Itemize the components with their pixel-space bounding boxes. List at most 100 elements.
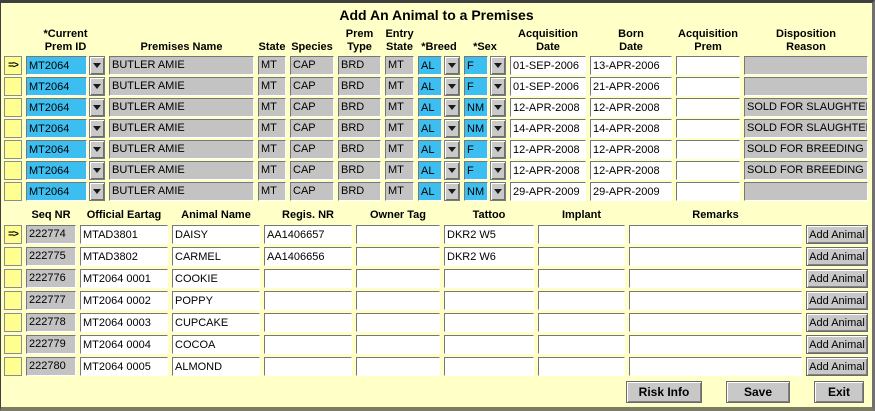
sex-dropdown-button[interactable] [490,140,506,159]
owner-tag-field[interactable] [356,225,440,244]
acquisition-date-field[interactable] [510,182,586,201]
remarks-field[interactable] [629,335,802,354]
tattoo-field[interactable] [444,247,534,266]
sex-field[interactable] [464,77,488,96]
sex-dropdown-button[interactable] [490,98,506,117]
prem-id-dropdown-button[interactable] [89,161,105,180]
official-eartag-field[interactable] [80,357,168,376]
owner-tag-field[interactable] [356,335,440,354]
regis-nr-field[interactable] [264,291,352,310]
add-animal-button[interactable]: Add Animal [806,247,868,266]
add-animal-button[interactable]: Add Animal [806,335,868,354]
prem-id-field[interactable] [26,182,87,201]
prem-id-dropdown-button[interactable] [89,56,105,75]
breed-dropdown-button[interactable] [444,77,460,96]
remarks-field[interactable] [629,269,802,288]
add-animal-button[interactable]: Add Animal [806,269,868,288]
regis-nr-field[interactable] [264,225,352,244]
tattoo-field[interactable] [444,357,534,376]
born-date-field[interactable] [590,77,672,96]
born-date-field[interactable] [590,119,672,138]
breed-dropdown-button[interactable] [444,182,460,201]
acquisition-date-field[interactable] [510,56,586,75]
tattoo-field[interactable] [444,225,534,244]
acquisition-date-field[interactable] [510,161,586,180]
save-button[interactable]: Save [726,381,790,403]
breed-dropdown-button[interactable] [444,56,460,75]
implant-field[interactable] [538,357,625,376]
born-date-field[interactable] [590,56,672,75]
prem-id-field[interactable] [26,98,87,117]
breed-dropdown-button[interactable] [444,119,460,138]
breed-field[interactable] [418,77,442,96]
animal-name-field[interactable] [172,225,260,244]
implant-field[interactable] [538,225,625,244]
owner-tag-field[interactable] [356,357,440,376]
remarks-field[interactable] [629,357,802,376]
add-animal-button[interactable]: Add Animal [806,291,868,310]
sex-dropdown-button[interactable] [490,119,506,138]
regis-nr-field[interactable] [264,269,352,288]
acquisition-prem-field[interactable] [676,77,740,96]
sex-field[interactable] [464,140,488,159]
add-animal-button[interactable]: Add Animal [806,225,868,244]
acquisition-prem-field[interactable] [676,182,740,201]
acquisition-prem-field[interactable] [676,98,740,117]
acquisition-date-field[interactable] [510,140,586,159]
official-eartag-field[interactable] [80,291,168,310]
regis-nr-field[interactable] [264,335,352,354]
official-eartag-field[interactable] [80,335,168,354]
breed-dropdown-button[interactable] [444,161,460,180]
prem-id-field[interactable] [26,161,87,180]
animal-name-field[interactable] [172,291,260,310]
implant-field[interactable] [538,313,625,332]
born-date-field[interactable] [590,161,672,180]
breed-field[interactable] [418,140,442,159]
acquisition-prem-field[interactable] [676,161,740,180]
breed-field[interactable] [418,161,442,180]
implant-field[interactable] [538,291,625,310]
owner-tag-field[interactable] [356,291,440,310]
animal-name-field[interactable] [172,313,260,332]
tattoo-field[interactable] [444,335,534,354]
breed-field[interactable] [418,98,442,117]
sex-dropdown-button[interactable] [490,77,506,96]
remarks-field[interactable] [629,291,802,310]
prem-id-field[interactable] [26,56,87,75]
sex-dropdown-button[interactable] [490,182,506,201]
acquisition-date-field[interactable] [510,98,586,117]
remarks-field[interactable] [629,313,802,332]
sex-dropdown-button[interactable] [490,161,506,180]
regis-nr-field[interactable] [264,313,352,332]
breed-field[interactable] [418,119,442,138]
add-animal-button[interactable]: Add Animal [806,313,868,332]
acquisition-date-field[interactable] [510,119,586,138]
animal-name-field[interactable] [172,269,260,288]
born-date-field[interactable] [590,140,672,159]
acquisition-prem-field[interactable] [676,119,740,138]
acquisition-prem-field[interactable] [676,140,740,159]
add-animal-button[interactable]: Add Animal [806,357,868,376]
prem-id-dropdown-button[interactable] [89,119,105,138]
owner-tag-field[interactable] [356,247,440,266]
remarks-field[interactable] [629,247,802,266]
regis-nr-field[interactable] [264,247,352,266]
animal-name-field[interactable] [172,357,260,376]
tattoo-field[interactable] [444,269,534,288]
regis-nr-field[interactable] [264,357,352,376]
born-date-field[interactable] [590,182,672,201]
implant-field[interactable] [538,335,625,354]
official-eartag-field[interactable] [80,313,168,332]
sex-dropdown-button[interactable] [490,56,506,75]
prem-id-dropdown-button[interactable] [89,182,105,201]
implant-field[interactable] [538,247,625,266]
breed-dropdown-button[interactable] [444,98,460,117]
prem-id-field[interactable] [26,140,87,159]
sex-field[interactable] [464,119,488,138]
remarks-field[interactable] [629,225,802,244]
breed-dropdown-button[interactable] [444,140,460,159]
breed-field[interactable] [418,56,442,75]
prem-id-dropdown-button[interactable] [89,98,105,117]
official-eartag-field[interactable] [80,269,168,288]
acquisition-date-field[interactable] [510,77,586,96]
